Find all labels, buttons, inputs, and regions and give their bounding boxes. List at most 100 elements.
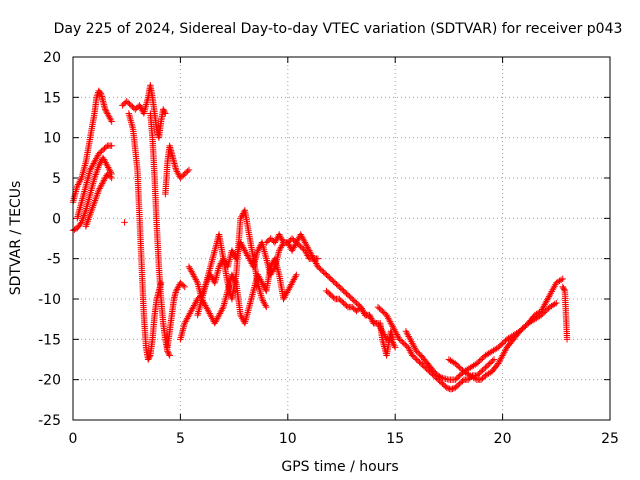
data-point (105, 165, 113, 173)
data-point (108, 118, 115, 125)
data-point (120, 100, 128, 108)
data-point (541, 301, 548, 308)
data-point (181, 320, 188, 327)
y-tick-label: 15 (43, 90, 61, 106)
data-point (491, 346, 499, 353)
data-point (399, 338, 406, 346)
data-point (404, 344, 412, 351)
data-point (501, 347, 509, 354)
data-point (173, 286, 181, 293)
data-point (387, 320, 395, 327)
data-point (254, 247, 261, 254)
data-point (468, 373, 476, 380)
data-point (298, 232, 305, 240)
series-arc-8 (162, 142, 193, 198)
data-point (103, 108, 110, 116)
data-point (178, 281, 186, 288)
data-point (477, 368, 485, 375)
data-point (538, 307, 545, 315)
data-point (549, 301, 557, 309)
data-point (258, 295, 266, 303)
data-point (180, 282, 187, 289)
data-point (165, 350, 173, 358)
data-point (545, 293, 553, 300)
data-point (410, 353, 418, 361)
data-point (293, 271, 300, 278)
data-point (460, 368, 468, 375)
data-point (495, 358, 503, 366)
data-point (228, 247, 236, 254)
data-point (96, 185, 103, 192)
data-point (542, 299, 549, 307)
data-point (89, 161, 96, 169)
data-point (105, 172, 112, 179)
data-point (106, 115, 114, 122)
data-point (100, 156, 108, 163)
data-point (346, 293, 353, 300)
data-point (500, 350, 507, 358)
data-point (288, 281, 295, 288)
data-point (95, 150, 102, 157)
data-point (412, 354, 419, 362)
data-point (216, 261, 224, 269)
x-tick-label: 25 (601, 431, 619, 447)
data-point (214, 315, 221, 322)
data-point (104, 110, 111, 117)
data-point (439, 380, 446, 387)
data-point (349, 303, 356, 311)
series-arc-1 (69, 87, 115, 206)
data-point (281, 294, 288, 301)
data-point (264, 237, 271, 245)
data-point (445, 356, 453, 363)
data-point (138, 105, 145, 112)
data-point (268, 236, 276, 244)
data-point (488, 348, 496, 355)
data-point (207, 311, 214, 319)
data-point (462, 369, 469, 376)
data-point (486, 360, 493, 367)
data-point (262, 302, 269, 309)
data-point (215, 313, 222, 320)
data-point (107, 116, 115, 124)
data-point (470, 374, 477, 381)
data-point (288, 235, 296, 242)
data-point (456, 364, 463, 371)
data-point (341, 301, 349, 308)
data-point (347, 294, 355, 301)
data-point (173, 168, 181, 175)
data-point (400, 340, 407, 347)
data-point (396, 336, 403, 343)
data-point (503, 336, 511, 343)
data-point (261, 300, 268, 308)
data-point (291, 237, 299, 245)
data-point (93, 92, 101, 99)
data-point (181, 170, 188, 178)
data-point (205, 308, 212, 316)
data-point (238, 313, 245, 320)
data-point (353, 307, 360, 315)
data-point (183, 316, 190, 324)
data-point (516, 328, 523, 335)
data-point (402, 341, 409, 348)
data-point (244, 252, 251, 259)
data-point (312, 258, 319, 266)
data-point (238, 213, 245, 220)
data-point (351, 298, 359, 305)
data-point (560, 286, 568, 293)
data-point (97, 183, 104, 191)
y-tick-label: -15 (38, 332, 61, 348)
data-point (289, 245, 297, 253)
data-point (104, 170, 111, 178)
data-point (377, 306, 385, 313)
data-point (489, 357, 496, 365)
data-point (409, 352, 416, 359)
data-point (321, 270, 329, 277)
data-point (280, 295, 287, 303)
data-point (440, 381, 448, 389)
data-point (422, 364, 429, 371)
data-point (133, 104, 140, 112)
data-point (490, 347, 497, 354)
data-point (277, 244, 285, 251)
data-point (557, 276, 565, 284)
data-point (304, 252, 311, 259)
